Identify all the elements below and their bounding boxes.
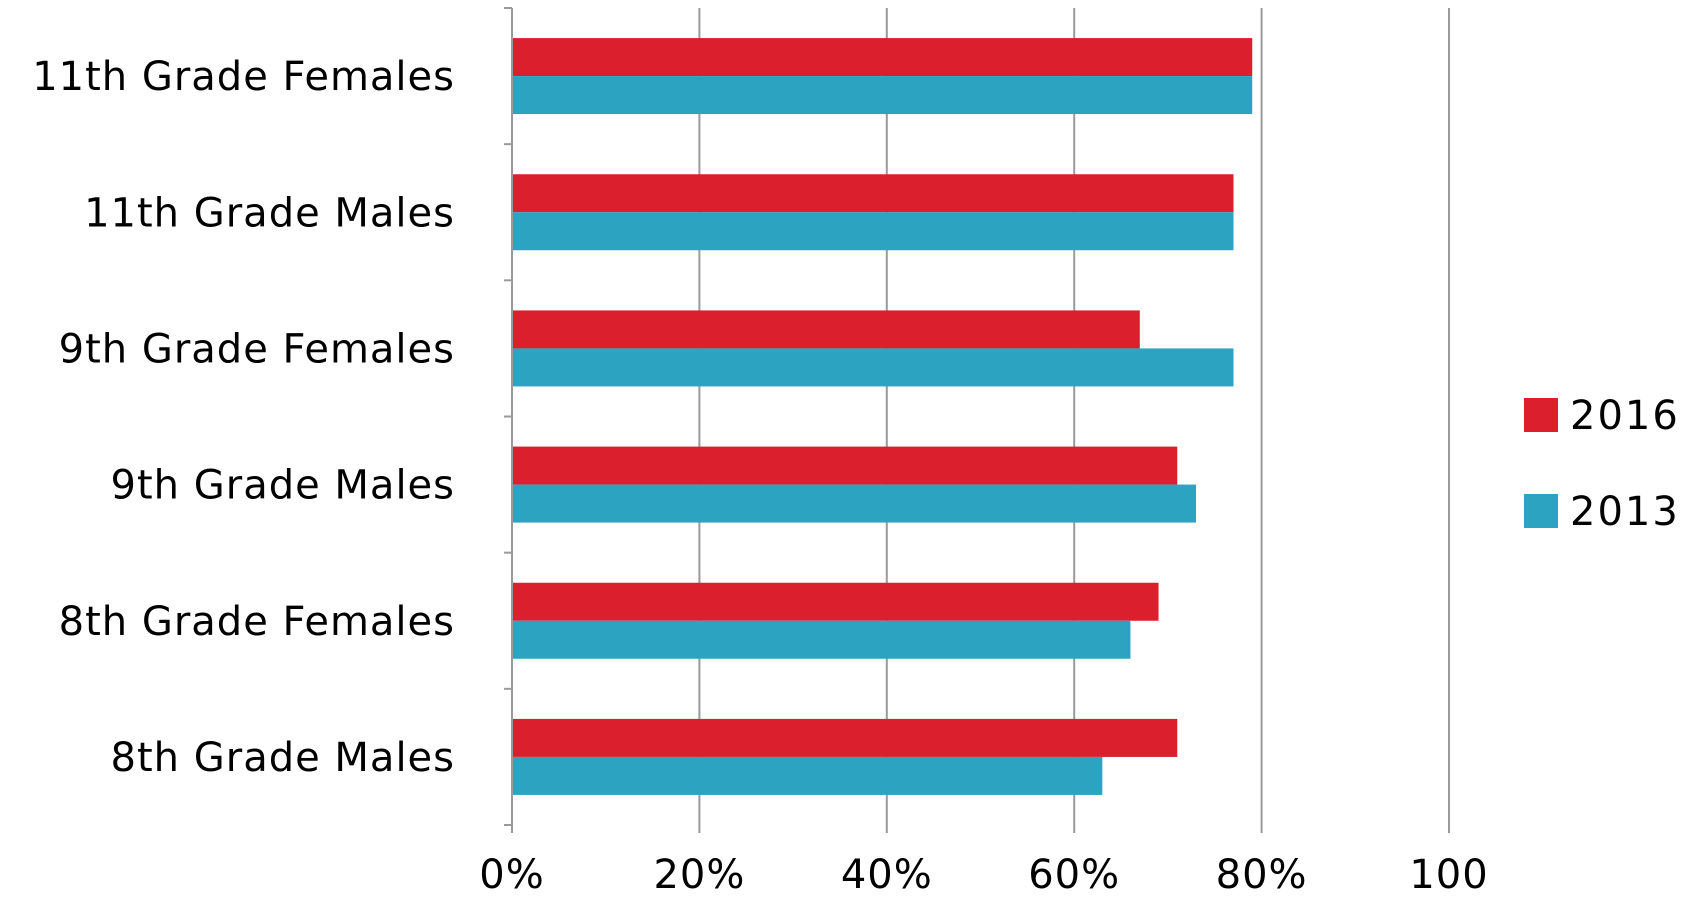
legend: 2016 2013 bbox=[1524, 393, 1680, 535]
bar-2013-2 bbox=[512, 348, 1234, 387]
x-tick-label: 20% bbox=[653, 852, 745, 898]
bar-2016-0 bbox=[512, 38, 1253, 77]
bar-2013-4 bbox=[512, 620, 1131, 659]
category-labels: 11th Grade Females 11th Grade Males 9th Gr… bbox=[32, 54, 455, 781]
category-label: 9th Grade Females bbox=[59, 326, 455, 372]
vertical-gridlines bbox=[698, 8, 1450, 825]
bar-2013-1 bbox=[512, 212, 1234, 251]
bar-2016-3 bbox=[512, 446, 1178, 485]
category-label: 8th Grade Females bbox=[59, 599, 455, 645]
category-label: 8th Grade Males bbox=[111, 735, 455, 781]
legend-label-2013: 2013 bbox=[1570, 489, 1680, 535]
legend-swatch-2016 bbox=[1524, 398, 1558, 432]
bar-2016-2 bbox=[512, 310, 1140, 349]
x-tick-label: 0% bbox=[479, 852, 544, 898]
x-tick-label: 40% bbox=[841, 852, 933, 898]
bar-2016-1 bbox=[512, 174, 1234, 213]
bar-2013-0 bbox=[512, 76, 1253, 115]
bar-2016-5 bbox=[512, 718, 1178, 757]
x-tick-label: 60% bbox=[1028, 852, 1120, 898]
bar-2016-4 bbox=[512, 582, 1159, 621]
bar-2013-3 bbox=[512, 484, 1197, 523]
category-label: 11th Grade Males bbox=[84, 190, 455, 236]
bar-2013-5 bbox=[512, 756, 1103, 795]
x-tick-labels: 0% 20% 40% 60% 80% 100 bbox=[479, 852, 1488, 898]
category-label: 9th Grade Males bbox=[111, 463, 455, 509]
x-tick-label: 100 bbox=[1409, 852, 1488, 898]
category-axis bbox=[504, 7, 1450, 833]
category-label: 11th Grade Females bbox=[32, 54, 455, 100]
bars bbox=[512, 38, 1253, 795]
legend-label-2016: 2016 bbox=[1570, 393, 1680, 439]
x-tick-label: 80% bbox=[1216, 852, 1308, 898]
legend-swatch-2013 bbox=[1524, 494, 1558, 528]
